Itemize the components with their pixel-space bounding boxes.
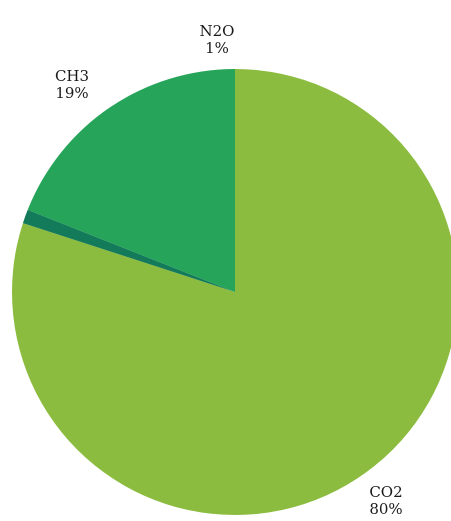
slice-label-ch3: CH3 bbox=[55, 67, 89, 85]
slice-value-ch3: 19% bbox=[55, 84, 88, 102]
pie-slice-ch3 bbox=[27, 69, 235, 292]
slice-label-n2o: N2O bbox=[200, 22, 235, 40]
slice-value-n2o: 1% bbox=[205, 39, 229, 57]
slices-layer bbox=[12, 69, 451, 515]
pie-slice-n2o bbox=[22, 209, 235, 292]
pie-slice-co2 bbox=[12, 69, 451, 515]
slice-value-co2: 80% bbox=[369, 500, 402, 518]
slice-label-co2: CO2 bbox=[369, 483, 402, 501]
